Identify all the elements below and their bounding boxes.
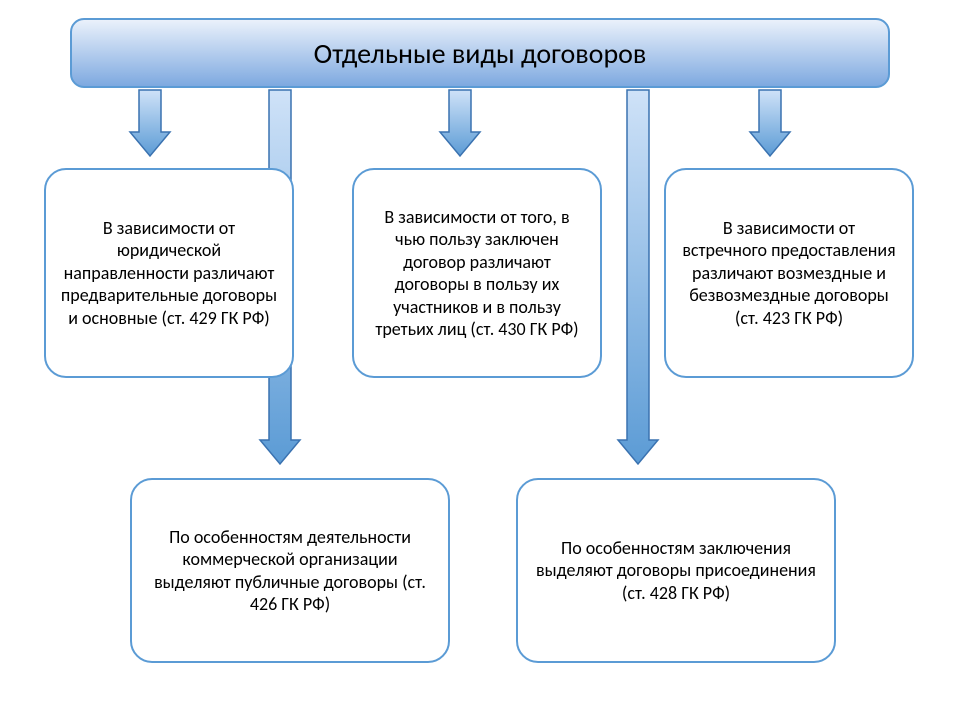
node-n2: В зависимости от того, в чью пользу закл… [352, 168, 602, 378]
node-text: В зависимости от того, в чью пользу закл… [368, 206, 586, 341]
diagram-title-text: Отдельные виды договоров [314, 36, 647, 71]
arrow-down-icon [130, 90, 170, 156]
diagram-title: Отдельные виды договоров [70, 18, 890, 88]
node-n1: В зависимости от юридической направленно… [44, 168, 294, 378]
arrow-down-icon [440, 90, 480, 156]
node-text: По особенностям деятельности коммерческо… [146, 526, 434, 616]
node-text: По особенностям заключения выделяют дого… [532, 537, 820, 605]
node-n3: В зависимости от встречного предоставлен… [664, 168, 914, 378]
arrow-down-icon [618, 90, 658, 464]
node-text: В зависимости от встречного предоставлен… [680, 217, 898, 330]
arrow-down-icon [750, 90, 790, 156]
node-n5: По особенностям заключения выделяют дого… [516, 478, 836, 663]
node-text: В зависимости от юридической направленно… [60, 217, 278, 330]
node-n4: По особенностям деятельности коммерческо… [130, 478, 450, 663]
